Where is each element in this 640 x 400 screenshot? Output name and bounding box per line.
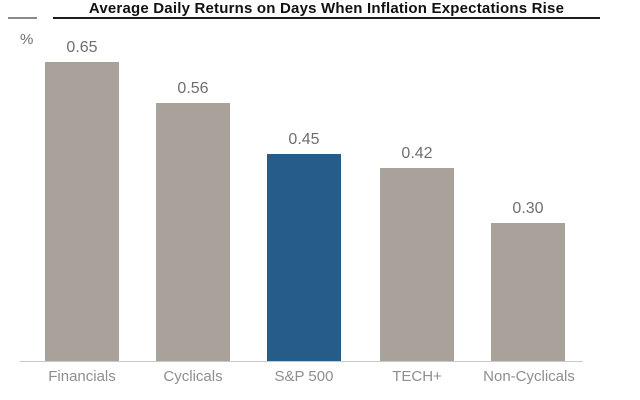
category-label-noncyclicals: Non-Cyclicals <box>483 368 575 385</box>
chart-title-block: Average Daily Returns on Days When Infla… <box>53 0 600 19</box>
bar-financials <box>45 62 119 362</box>
category-label-sp500: S&P 500 <box>274 368 334 385</box>
bar-group-cyclicals: 0.56 <box>156 80 230 362</box>
x-axis-baseline <box>20 361 583 362</box>
category-label-cyclicals: Cyclicals <box>163 368 223 385</box>
bar-value-label: 0.42 <box>401 145 433 162</box>
bar-group-financials: 0.65 <box>45 39 119 362</box>
bar-sp500-highlighted <box>267 154 341 362</box>
bar-cyclicals <box>156 103 230 362</box>
bar-value-label: 0.56 <box>177 80 209 97</box>
bar-value-label: 0.65 <box>66 39 98 56</box>
bar-tech <box>380 168 454 362</box>
y-axis-unit-label: % <box>20 31 34 48</box>
bar-noncyclicals <box>491 223 565 362</box>
category-label-financials: Financials <box>48 368 116 385</box>
category-label-tech: TECH+ <box>392 368 442 385</box>
bar-group-sp500: 0.45 <box>267 131 341 362</box>
bar-value-label: 0.30 <box>512 200 544 217</box>
chart-title: Average Daily Returns on Days When Infla… <box>88 0 565 17</box>
bar-group-tech: 0.42 <box>380 145 454 362</box>
bar-value-label: 0.45 <box>288 131 320 148</box>
top-left-rule <box>8 17 37 19</box>
bar-group-noncyclicals: 0.30 <box>491 200 565 362</box>
